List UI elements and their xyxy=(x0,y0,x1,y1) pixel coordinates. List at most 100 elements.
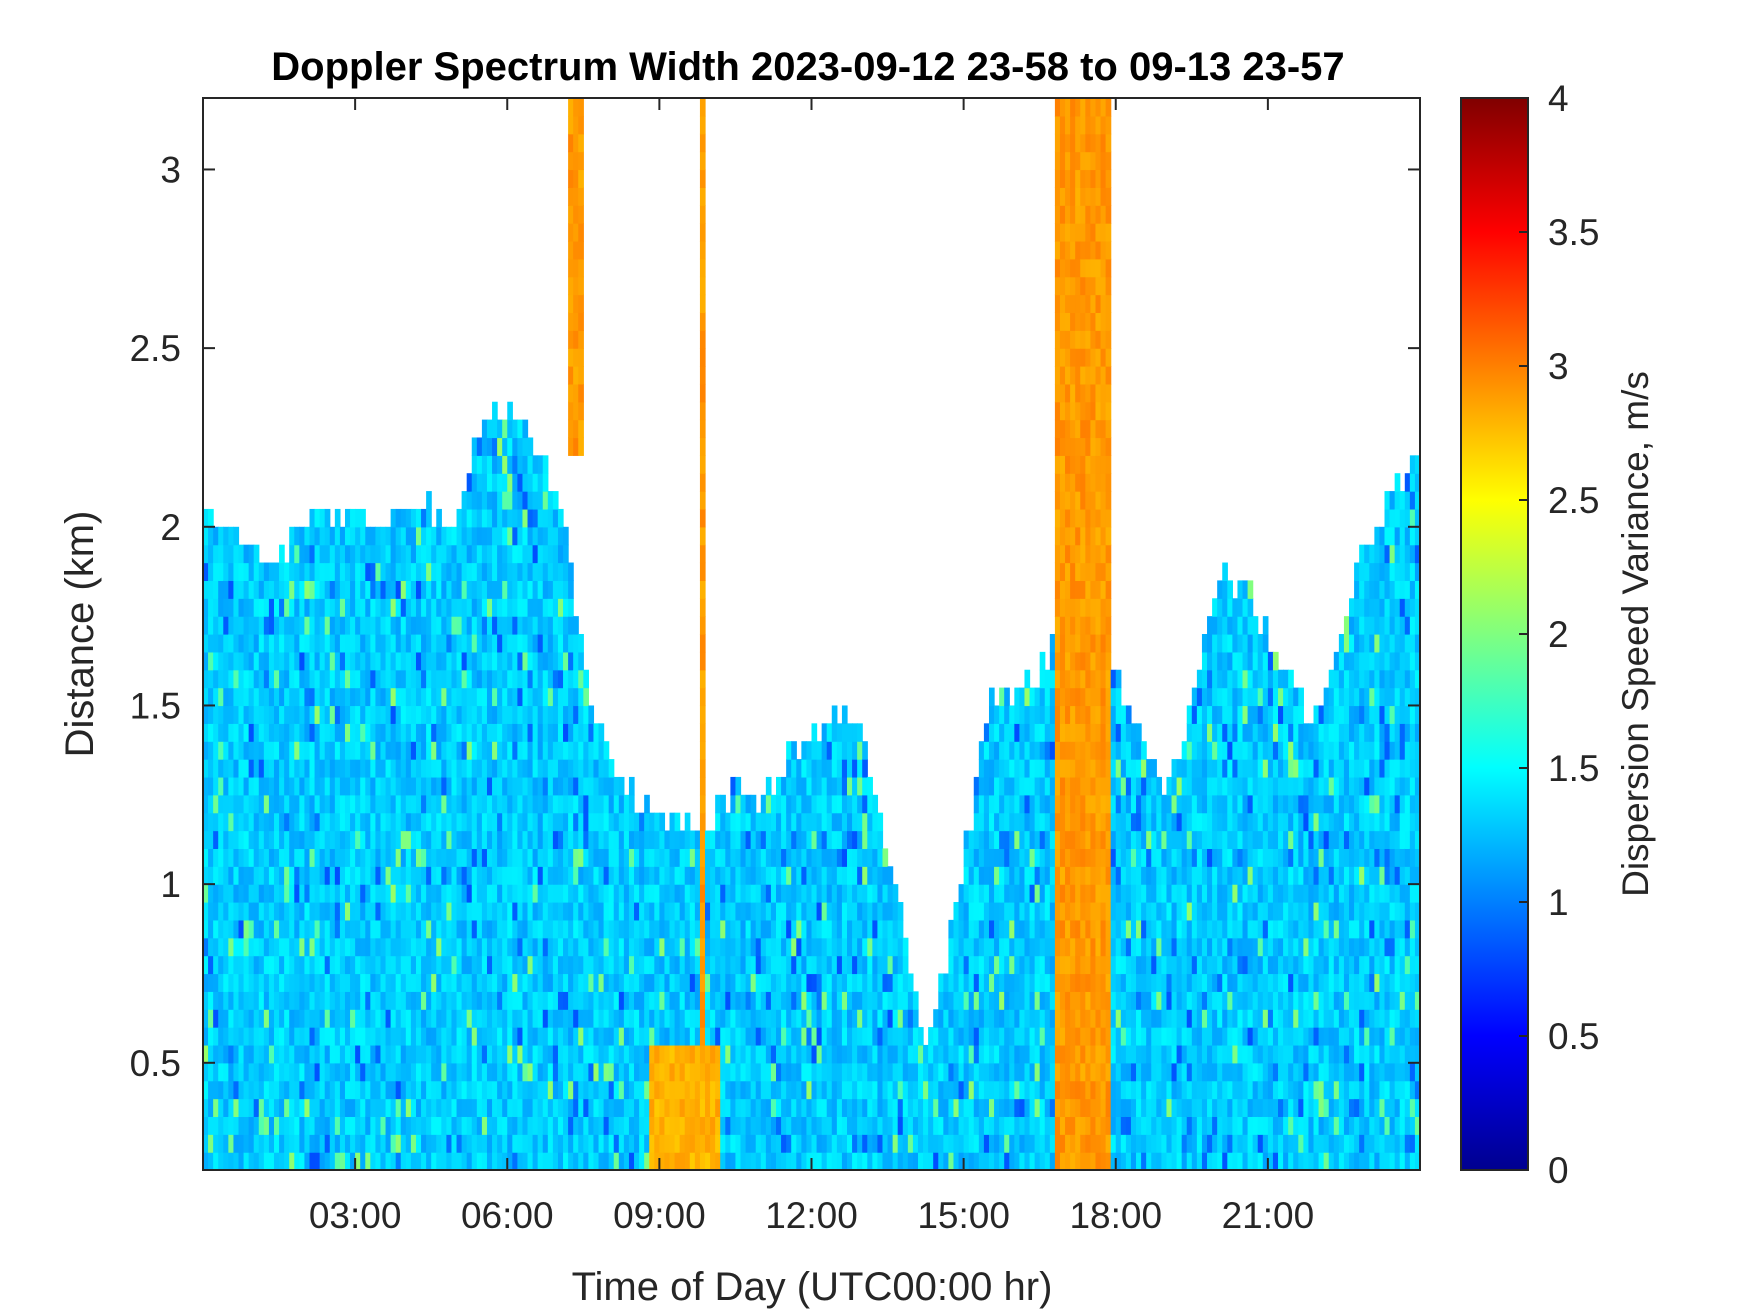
heatmap-cell xyxy=(1054,312,1061,331)
heatmap-cell xyxy=(410,776,417,796)
heatmap-cell xyxy=(882,973,889,992)
heatmap-cell xyxy=(294,866,300,885)
heatmap-cell xyxy=(461,491,468,510)
heatmap-cell xyxy=(370,848,377,867)
heatmap-cell xyxy=(542,562,549,581)
heatmap-cell xyxy=(664,1027,671,1046)
heatmap-cell xyxy=(1059,741,1066,760)
heatmap-cell xyxy=(902,1062,909,1082)
heatmap-cell xyxy=(770,848,777,867)
heatmap-cell xyxy=(806,759,813,778)
heatmap-cell xyxy=(583,1098,589,1117)
heatmap-cell xyxy=(405,669,412,689)
heatmap-cell xyxy=(765,955,772,975)
heatmap-cell xyxy=(598,902,605,921)
heatmap-cell xyxy=(268,687,275,707)
heatmap-cell xyxy=(847,1027,853,1046)
heatmap-cell xyxy=(862,991,868,1010)
heatmap-cell xyxy=(471,1062,478,1082)
heatmap-cell xyxy=(350,937,356,957)
heatmap-cell xyxy=(263,759,270,778)
heatmap-cell xyxy=(613,973,620,992)
heatmap-cell xyxy=(481,1098,488,1117)
heatmap-cell xyxy=(497,1062,503,1082)
heatmap-cell xyxy=(299,1116,306,1135)
heatmap-cell xyxy=(1039,651,1046,671)
heatmap-cell xyxy=(623,919,630,939)
heatmap-cell xyxy=(1044,1062,1051,1082)
heatmap-cell xyxy=(852,866,858,885)
heatmap-cell xyxy=(857,919,863,939)
heatmap-cell xyxy=(365,1044,371,1064)
heatmap-cell xyxy=(988,705,995,724)
heatmap-cell xyxy=(299,1009,306,1028)
heatmap-cell xyxy=(476,687,483,707)
heatmap-cell xyxy=(791,1027,797,1046)
heatmap-cell xyxy=(710,973,716,992)
heatmap-cell xyxy=(441,937,447,957)
heatmap-cell xyxy=(360,830,366,849)
heatmap-cell xyxy=(441,1009,447,1028)
heatmap-cell xyxy=(1059,848,1066,867)
heatmap-cell xyxy=(907,1027,914,1046)
heatmap-cell xyxy=(233,937,240,957)
heatmap-cell xyxy=(654,866,660,885)
heatmap-cell xyxy=(279,884,285,903)
heatmap-cell xyxy=(248,1152,255,1171)
heatmap-cell xyxy=(471,598,478,617)
heatmap-cell xyxy=(476,991,483,1010)
heatmap-cell xyxy=(852,884,858,903)
heatmap-cell xyxy=(344,723,351,742)
heatmap-cell xyxy=(527,812,534,832)
heatmap-cell xyxy=(355,991,361,1010)
heatmap-cell xyxy=(355,580,361,599)
heatmap-cell xyxy=(634,973,640,992)
heatmap-cell xyxy=(568,133,574,153)
heatmap-cell xyxy=(573,937,579,957)
heatmap-cell xyxy=(821,776,828,796)
heatmap-cell xyxy=(426,794,432,814)
heatmap-cell xyxy=(563,598,569,617)
heatmap-cell xyxy=(492,473,498,492)
heatmap-cell xyxy=(243,1027,250,1046)
heatmap-cell xyxy=(791,1080,797,1100)
heatmap-cell xyxy=(279,1009,285,1028)
heatmap-cell xyxy=(263,1116,270,1135)
heatmap-cell xyxy=(689,1080,696,1100)
heatmap-cell xyxy=(912,1098,919,1117)
heatmap-cell xyxy=(263,705,270,724)
heatmap-cell xyxy=(213,1152,219,1171)
heatmap-cell xyxy=(887,1152,894,1171)
heatmap-cell xyxy=(466,508,473,528)
heatmap-cell xyxy=(380,955,387,975)
heatmap-cell xyxy=(740,812,747,832)
heatmap-cell xyxy=(862,937,868,957)
heatmap-cell xyxy=(1009,991,1015,1010)
heatmap-cell xyxy=(512,830,518,849)
heatmap-cell xyxy=(801,866,808,885)
heatmap-cell xyxy=(350,776,356,796)
heatmap-cell xyxy=(400,1027,407,1046)
heatmap-cell xyxy=(720,1134,726,1153)
heatmap-cell xyxy=(968,955,975,975)
heatmap-cell xyxy=(760,1152,767,1171)
heatmap-cell xyxy=(664,1152,671,1171)
heatmap-cell xyxy=(279,669,285,689)
heatmap-cell xyxy=(279,544,285,564)
heatmap-cell xyxy=(532,955,539,975)
heatmap-cell xyxy=(963,919,970,939)
heatmap-cell xyxy=(517,723,524,742)
heatmap-cell xyxy=(238,902,245,921)
heatmap-cell xyxy=(355,705,361,724)
heatmap-cell xyxy=(563,562,569,581)
heatmap-cell xyxy=(385,902,392,921)
heatmap-cell xyxy=(492,741,498,760)
heatmap-cell xyxy=(578,330,584,349)
heatmap-cell xyxy=(674,1009,681,1028)
heatmap-cell xyxy=(644,1152,650,1171)
heatmap-cell xyxy=(339,1134,346,1153)
heatmap-cell xyxy=(943,1116,950,1135)
heatmap-cell xyxy=(694,1116,701,1135)
heatmap-cell xyxy=(963,991,970,1010)
heatmap-cell xyxy=(836,884,843,903)
